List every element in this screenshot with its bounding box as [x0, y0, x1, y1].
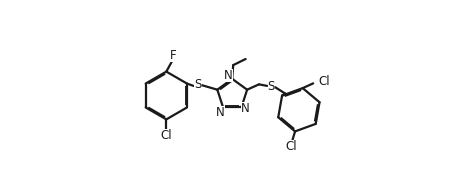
Text: N: N — [217, 106, 225, 119]
Text: S: S — [194, 79, 202, 91]
Text: S: S — [268, 80, 275, 93]
Text: N: N — [224, 69, 233, 82]
Text: F: F — [170, 49, 176, 62]
Text: Cl: Cl — [160, 129, 172, 142]
Text: Cl: Cl — [318, 75, 330, 88]
Text: N: N — [241, 102, 250, 115]
Text: Cl: Cl — [285, 140, 297, 153]
